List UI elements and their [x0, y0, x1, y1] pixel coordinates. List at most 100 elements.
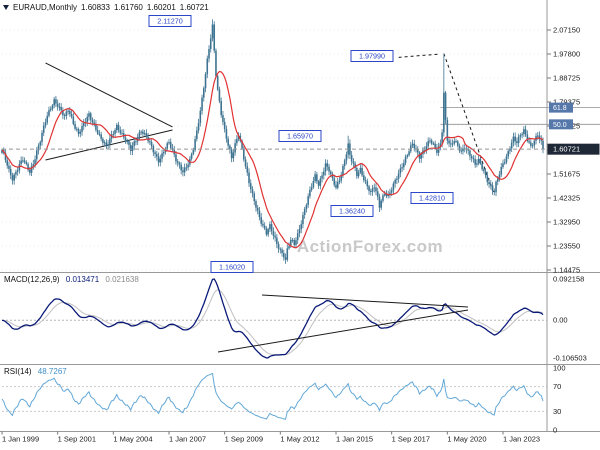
- candle-body: [70, 113, 73, 117]
- symbol-period-label: EURAUD,Monthly: [13, 3, 78, 12]
- candle-body: [206, 58, 209, 75]
- candle-body: [283, 253, 285, 258]
- candle-body: [169, 142, 172, 149]
- candle-body: [276, 237, 278, 245]
- candle-body: [63, 115, 66, 117]
- candle-body: [542, 140, 544, 150]
- candle-body: [150, 142, 153, 147]
- candle-body: [76, 128, 78, 130]
- ohlc-low: 1.60201: [146, 3, 176, 12]
- candle-body: [305, 204, 308, 210]
- candle-body: [89, 113, 92, 120]
- price-axis-label: 1.14475: [553, 266, 580, 275]
- candle-body: [295, 240, 297, 245]
- candle-body: [451, 143, 454, 145]
- candle-body: [387, 194, 389, 197]
- candle-body: [237, 135, 240, 140]
- candle-body: [74, 124, 76, 129]
- x-axis-label: 1 Sep 2009: [225, 435, 263, 444]
- candle-body: [359, 167, 362, 173]
- macd-line: [1, 278, 544, 359]
- candle-body: [288, 246, 290, 249]
- candle-body: [519, 135, 522, 137]
- candle-body: [380, 200, 383, 208]
- candle-body: [67, 110, 69, 112]
- candle-body: [8, 165, 10, 169]
- candle-body: [382, 195, 384, 201]
- candle-body: [302, 215, 304, 225]
- candle-body: [32, 164, 35, 167]
- candle-body: [411, 143, 414, 146]
- x-axis-label: 1 Sep 2001: [58, 435, 96, 444]
- candle-body: [95, 124, 97, 130]
- candle-body: [429, 140, 431, 142]
- candle-body: [175, 154, 177, 162]
- candle-body: [488, 182, 490, 185]
- price-axis-label: 1.97800: [553, 50, 580, 59]
- candle-body: [178, 162, 181, 165]
- candle-body: [340, 174, 343, 181]
- candle-body: [91, 119, 94, 123]
- candle-body: [60, 106, 62, 111]
- candle-body: [286, 248, 289, 260]
- candle-body: [371, 188, 374, 192]
- candle-body: [72, 116, 75, 125]
- price-axis-label: 1.42325: [553, 194, 580, 203]
- candle-body: [105, 142, 108, 146]
- candle-body: [223, 121, 226, 129]
- candle-body: [484, 171, 487, 176]
- candle-body: [204, 74, 207, 89]
- candle-body: [263, 225, 266, 229]
- candle-body: [222, 115, 224, 122]
- swing-annotation-label: 1.97990: [359, 52, 385, 61]
- candle-body: [538, 135, 541, 140]
- candle-body: [477, 158, 480, 164]
- candle-body: [213, 24, 216, 51]
- candle-body: [116, 124, 118, 130]
- candle-body: [389, 192, 391, 195]
- candle-body: [335, 184, 337, 188]
- candle-body: [404, 156, 407, 163]
- candle-body: [512, 136, 515, 143]
- candle-body: [215, 50, 217, 77]
- candle-body: [342, 165, 344, 175]
- candle-body: [430, 140, 433, 144]
- candle-body: [166, 143, 169, 149]
- candle-body: [350, 154, 353, 162]
- candle-body: [157, 156, 160, 163]
- candle-body: [270, 224, 273, 232]
- rsi-name: RSI(14): [4, 367, 32, 376]
- fib-tag: [549, 102, 573, 113]
- swing-annotation-box: [410, 192, 454, 204]
- candle-body: [396, 178, 398, 180]
- candle-body: [176, 161, 179, 163]
- candle-body: [187, 164, 189, 168]
- candle-body: [258, 210, 261, 218]
- candle-body: [211, 24, 214, 39]
- candle-body: [109, 138, 111, 145]
- candle-body: [251, 189, 254, 194]
- candle-body: [190, 154, 193, 159]
- candle-body: [93, 122, 95, 125]
- candle-body: [490, 184, 492, 186]
- candle-body: [129, 144, 132, 152]
- ohlc-open: 1.60833: [81, 3, 110, 12]
- candle-body: [6, 160, 9, 166]
- candle-body: [267, 229, 269, 235]
- candle-body: [392, 183, 395, 191]
- chart-title: EURAUD,Monthly 1.60833 1.61760 1.60201 1…: [3, 3, 209, 12]
- candle-body: [505, 156, 508, 163]
- price-axis-label: 1.23550: [553, 242, 580, 251]
- candle-body: [321, 175, 323, 179]
- candle-body: [336, 182, 339, 188]
- candle-body: [20, 160, 22, 165]
- candle-body: [397, 173, 400, 179]
- candle-body: [323, 171, 325, 176]
- candle-body: [284, 257, 287, 260]
- candle-body: [23, 160, 26, 163]
- swing-annotation-label: 2.11270: [157, 17, 182, 26]
- candle-body: [523, 129, 525, 134]
- candle-body: [103, 142, 106, 144]
- macd-axis-label: 0.00: [553, 316, 568, 325]
